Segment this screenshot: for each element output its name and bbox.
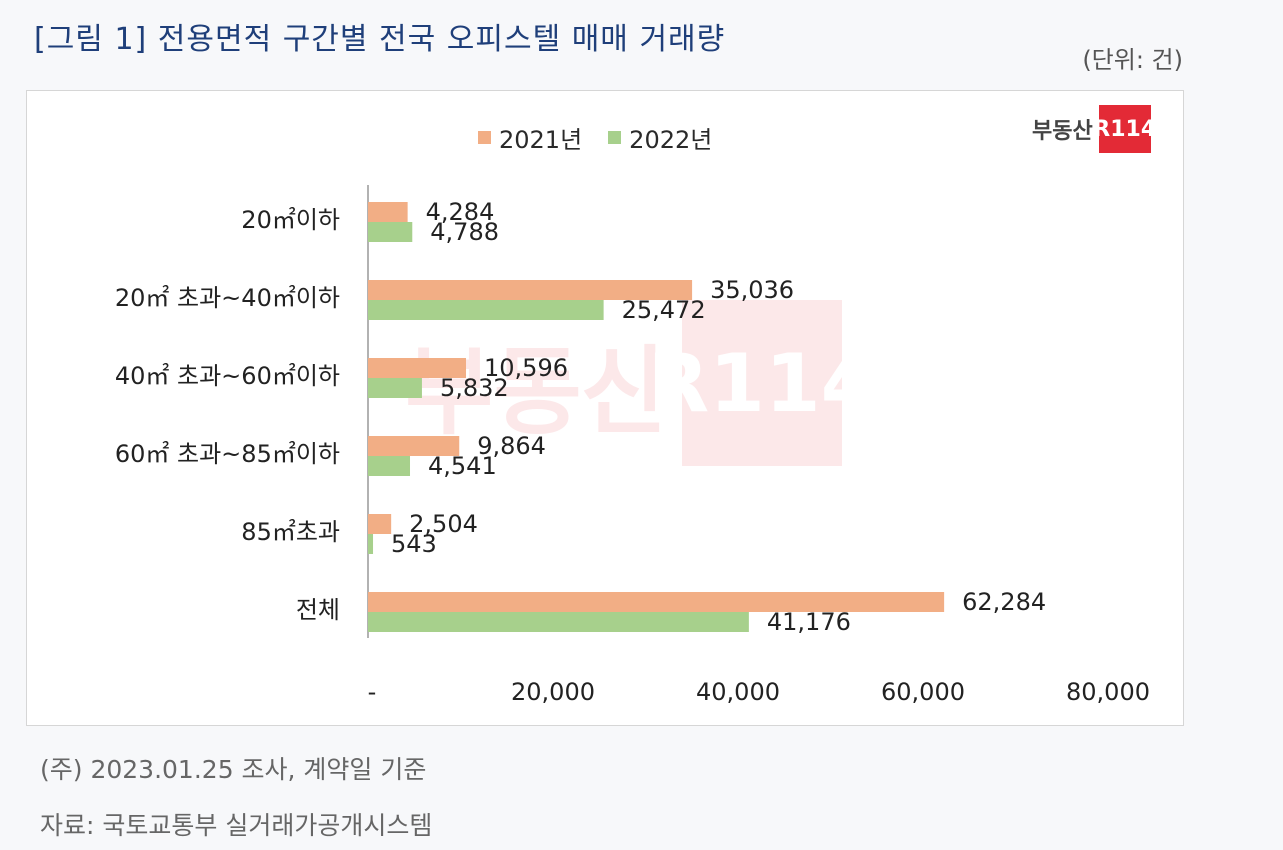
legend-swatch-2022 — [608, 131, 622, 144]
legend-item-2021: 2021년 — [478, 120, 582, 155]
category-label: 40㎡ 초과~60㎡이하 — [115, 362, 340, 390]
data-label: 62,284 — [962, 588, 1046, 616]
data-label: 4,541 — [428, 452, 497, 480]
footnote: (주) 2023.01.25 조사, 계약일 기준 — [40, 755, 427, 784]
logo-text: 부동산 — [1032, 119, 1093, 144]
category-label: 전체 — [296, 596, 340, 624]
data-label: 35,036 — [710, 276, 794, 304]
legend-label-2022: 2022년 — [629, 126, 713, 154]
data-label: 543 — [391, 530, 437, 558]
bar-2022 — [368, 378, 422, 398]
bar-2022 — [368, 222, 413, 242]
data-label: 9,864 — [477, 432, 546, 460]
category-label: 85㎡초과 — [241, 518, 340, 546]
bar-2021 — [368, 436, 460, 456]
data-label: 4,788 — [430, 218, 499, 246]
x-tick-label: - — [368, 678, 377, 706]
legend-label-2021: 2021년 — [499, 126, 583, 154]
source-note: 자료: 국토교통부 실거래가공개시스템 — [40, 811, 433, 840]
brand-logo: 부동산 R114 — [1032, 105, 1156, 153]
chart-legend: 2021년 2022년 — [478, 120, 712, 155]
bar-2021 — [368, 514, 392, 534]
category-label: 20㎡이하 — [241, 206, 340, 234]
data-label: 2,504 — [409, 510, 478, 538]
x-tick-label: 20,000 — [511, 678, 595, 706]
bar-2021 — [368, 280, 693, 300]
x-tick-label: 40,000 — [696, 678, 780, 706]
legend-item-2022: 2022년 — [608, 120, 712, 155]
chart-title: [그림 1] 전용면적 구간별 전국 오피스텔 매매 거래량 — [34, 22, 726, 57]
bar-2022 — [368, 300, 604, 320]
bar-2022 — [368, 456, 411, 476]
bar-2021 — [368, 592, 945, 612]
data-label: 25,472 — [622, 296, 706, 324]
x-tick-label: 80,000 — [1066, 678, 1150, 706]
data-label: 5,832 — [440, 374, 509, 402]
logo-badge: R114 — [1093, 105, 1156, 153]
category-label: 60㎡ 초과~85㎡이하 — [115, 440, 340, 468]
data-label: 41,176 — [767, 608, 851, 636]
bar-2021 — [368, 202, 408, 222]
x-tick-label: 60,000 — [881, 678, 965, 706]
legend-swatch-2021 — [478, 131, 491, 144]
bar-2022 — [368, 612, 749, 632]
bar-2022 — [368, 534, 374, 554]
bar-2021 — [368, 358, 467, 378]
data-label: 10,596 — [484, 354, 568, 382]
unit-label: (단위: 건) — [1082, 46, 1183, 74]
data-label: 4,284 — [426, 198, 495, 226]
category-label: 20㎡ 초과~40㎡이하 — [115, 284, 340, 312]
